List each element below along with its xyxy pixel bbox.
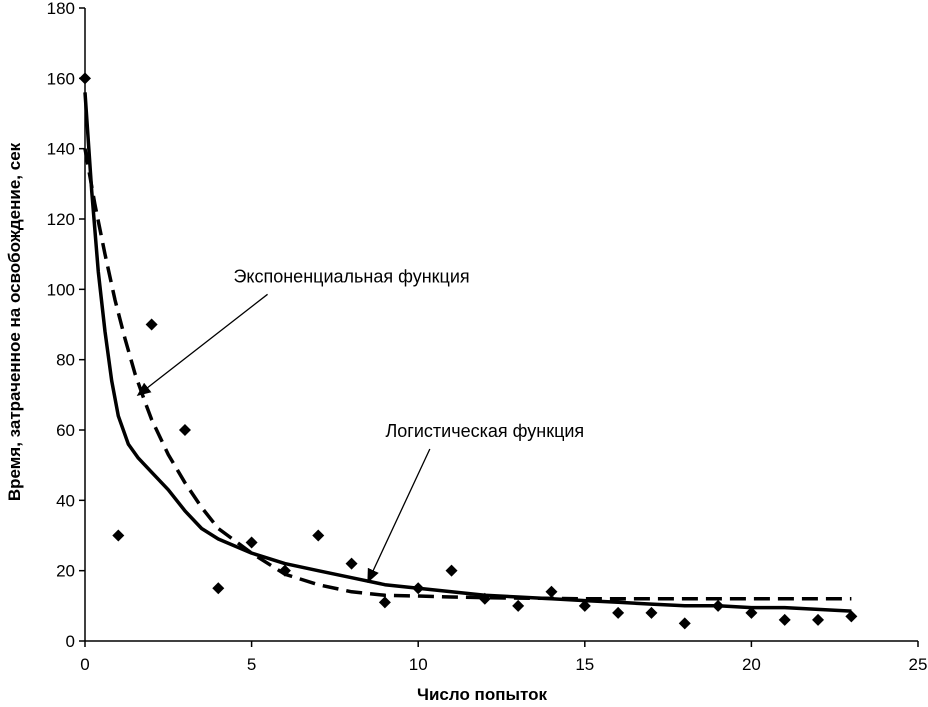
data-point <box>112 529 125 542</box>
data-point <box>178 424 191 436</box>
y-tick-label: 60 <box>56 421 75 440</box>
annotations: Экспоненциальная функция Логистическая фу… <box>136 266 584 584</box>
data-point <box>312 529 325 542</box>
data-point <box>778 613 791 626</box>
x-axis-ticks: 0 5 10 15 20 25 <box>80 641 927 674</box>
data-point <box>645 606 658 619</box>
x-tick-label: 20 <box>742 655 761 674</box>
y-tick-label: 180 <box>47 0 75 18</box>
y-tick-label: 140 <box>47 140 75 159</box>
y-tick-label: 120 <box>47 210 75 229</box>
x-tick-label: 15 <box>575 655 594 674</box>
data-point <box>845 610 858 623</box>
y-tick-label: 80 <box>56 351 75 370</box>
data-point <box>79 72 91 85</box>
data-point <box>812 613 825 626</box>
x-tick-label: 10 <box>409 655 428 674</box>
data-point <box>612 606 625 619</box>
fit-lines <box>83 92 852 613</box>
x-tick-label: 5 <box>247 655 256 674</box>
x-axis-title: Число попыток <box>417 685 547 704</box>
x-tick-label: 0 <box>80 655 89 674</box>
annotation-exponential: Экспоненциальная функция <box>233 266 469 286</box>
y-tick-label: 160 <box>47 69 75 88</box>
y-tick-label: 20 <box>56 562 75 581</box>
x-tick-label: 25 <box>909 655 928 674</box>
data-point <box>445 564 458 577</box>
y-tick-label: 40 <box>56 491 75 510</box>
data-point <box>378 596 391 609</box>
data-point <box>712 599 725 612</box>
y-tick-label: 0 <box>66 632 75 651</box>
axes <box>84 8 918 642</box>
data-point <box>245 536 258 549</box>
annotation-logistic: Логистическая функция <box>385 421 584 441</box>
exponential-curve <box>83 148 852 601</box>
annotation-arrow <box>367 448 431 584</box>
data-point <box>512 599 525 612</box>
data-point <box>145 318 158 331</box>
data-point <box>212 582 225 595</box>
data-point <box>478 592 491 605</box>
data-point <box>578 599 591 612</box>
data-point <box>678 617 691 630</box>
annotation-arrow <box>136 293 268 397</box>
data-point <box>745 606 758 619</box>
data-point <box>345 557 358 570</box>
data-point <box>278 564 291 577</box>
data-point <box>545 585 558 598</box>
y-axis-title: Время, затраченное на освобождение, сек <box>5 142 24 501</box>
logistic-curve <box>83 92 852 613</box>
y-tick-label: 100 <box>47 280 75 299</box>
data-points <box>79 72 858 630</box>
y-axis-ticks: 0 20 40 60 80 100 120 140 160 180 <box>47 0 85 651</box>
data-point <box>412 582 425 595</box>
